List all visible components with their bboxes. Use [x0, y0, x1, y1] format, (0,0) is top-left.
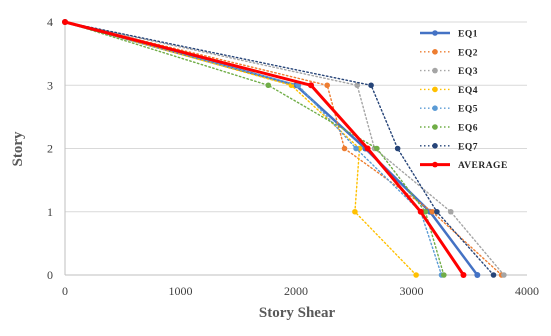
data-point-eq7 [394, 145, 401, 152]
y-tick-label: 4 [47, 15, 53, 29]
axes [64, 22, 527, 276]
legend-marker-eq7 [432, 143, 438, 149]
x-tick-label: 3000 [400, 284, 424, 298]
data-point-eq7 [490, 272, 497, 278]
legend-label-eq5: EQ5 [458, 105, 478, 115]
data-point-eq6 [374, 145, 380, 152]
legend-marker-eq2 [432, 49, 438, 55]
legend-marker-eq4 [432, 86, 438, 93]
legend-marker-average [432, 161, 438, 168]
x-tick-label: 2000 [284, 284, 308, 298]
legend-label-average: AVERAGE [458, 161, 508, 171]
data-point-eq3 [447, 208, 454, 215]
legend-label-eq2: EQ2 [458, 48, 478, 58]
data-point-average [364, 145, 371, 152]
data-point-eq7 [368, 82, 374, 89]
legend-label-eq1: EQ1 [458, 30, 478, 40]
tick-labels: 0 1 2 3 4 0 1000 2000 3000 4000 [47, 15, 539, 298]
legend-marker-eq6 [432, 124, 438, 130]
legend-label-eq3: EQ3 [458, 67, 478, 77]
y-tick-label: 0 [47, 268, 53, 282]
y-tick-label: 1 [47, 205, 53, 219]
data-point-eq1 [474, 272, 481, 278]
legend-label-eq6: EQ6 [458, 124, 478, 134]
data-point-eq7 [434, 208, 440, 215]
data-point-eq6 [422, 208, 429, 215]
y-tick-label: 3 [47, 78, 53, 92]
data-point-eq4 [352, 208, 358, 215]
data-point-eq2 [341, 145, 348, 152]
data-point-eq2 [429, 208, 436, 215]
data-point-eq5 [353, 145, 359, 152]
legend-marker-eq3 [432, 67, 438, 74]
data-point-average [62, 19, 68, 25]
data-point-eq3 [354, 82, 361, 89]
legend-label-eq7: EQ7 [458, 142, 478, 152]
legend-marker-eq1 [432, 30, 438, 36]
x-tick-label: 1000 [169, 284, 193, 298]
data-point-average [460, 272, 467, 278]
series-lines [62, 19, 507, 278]
y-axis-title: Story [10, 131, 26, 166]
data-point-average [417, 208, 424, 215]
legend-label-eq4: EQ4 [458, 86, 478, 96]
data-point-average [308, 82, 315, 89]
legend-marker-eq5 [432, 105, 438, 111]
data-point-eq3 [501, 272, 507, 278]
legend: EQ1 EQ2 EQ3 EQ4 EQ5 EQ6 EQ7 AVERAGE [420, 30, 508, 171]
y-tick-label: 2 [47, 142, 53, 156]
data-point-eq2 [324, 82, 330, 89]
data-point-eq6 [441, 272, 447, 278]
x-tick-label: 0 [62, 284, 68, 298]
data-point-eq4 [413, 272, 419, 278]
data-point-eq6 [265, 82, 272, 89]
x-tick-label: 4000 [515, 284, 539, 298]
x-axis-title: Story Shear [259, 305, 336, 321]
